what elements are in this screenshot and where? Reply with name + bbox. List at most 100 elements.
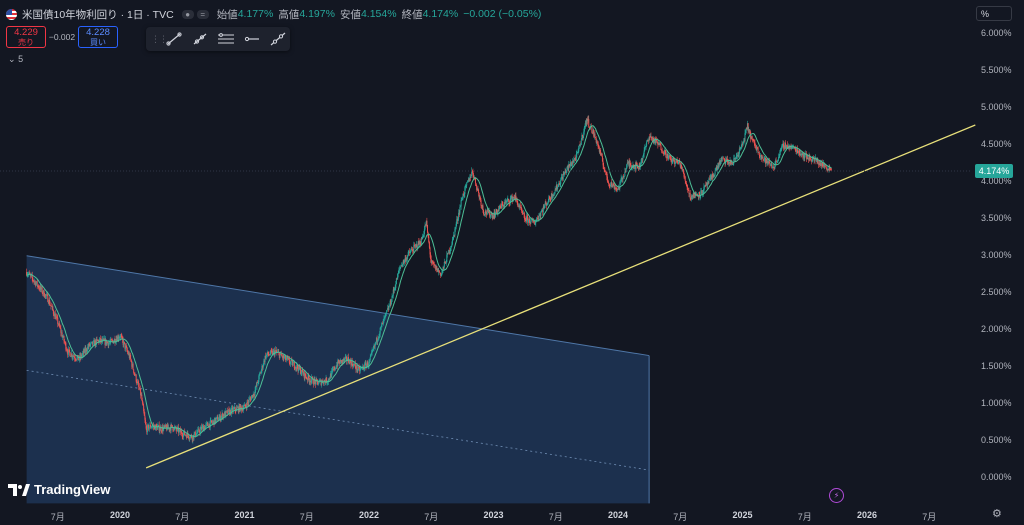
candle-body: [726, 159, 728, 161]
candle-body: [493, 215, 494, 219]
candle-body: [395, 284, 397, 289]
candle-body: [354, 363, 356, 365]
candle-body: [450, 247, 452, 251]
trend-line-icon[interactable]: [163, 29, 185, 49]
candle-body: [686, 186, 688, 188]
candle-body: [342, 358, 344, 362]
candle-body: [422, 236, 424, 240]
candle-body: [555, 189, 557, 191]
candle-body: [117, 336, 119, 342]
candle-body: [563, 172, 565, 175]
candle-body: [521, 210, 523, 212]
axis-mode-menu[interactable]: %: [976, 6, 1012, 21]
buy-button[interactable]: 4.228 買い: [78, 26, 118, 48]
candle-body: [783, 147, 785, 149]
candle-body: [689, 193, 691, 194]
candle-body: [796, 148, 798, 151]
indicators-toggle[interactable]: ⌄ 5: [8, 54, 23, 65]
candle-body: [705, 184, 707, 186]
candle-body: [494, 213, 496, 217]
candle-body: [291, 360, 293, 366]
candle-body: [35, 283, 37, 286]
candle-body: [772, 167, 774, 168]
candle-body: [643, 150, 645, 155]
drag-handle-icon[interactable]: ⋮⋮: [151, 33, 168, 44]
candle-body: [465, 185, 467, 186]
ray-icon[interactable]: [189, 29, 211, 49]
candle-body: [87, 346, 89, 352]
candle-body: [551, 193, 553, 198]
extended-line-icon[interactable]: [267, 29, 289, 49]
candle-body: [541, 209, 543, 211]
candle-body: [409, 252, 411, 254]
lightning-icon[interactable]: ⚡: [829, 488, 844, 503]
candle-body: [234, 406, 236, 409]
gear-icon[interactable]: ⚙: [992, 508, 1002, 520]
candle-body: [181, 434, 183, 437]
candle-body: [601, 154, 603, 157]
candle-body: [137, 381, 139, 384]
candle-body: [37, 285, 39, 287]
candle-body: [544, 202, 546, 206]
candle-body: [670, 158, 672, 160]
candle-body: [446, 253, 448, 255]
candle-body: [458, 212, 460, 214]
candle-body: [547, 201, 549, 203]
tradingview-logo[interactable]: TradingView: [8, 482, 110, 497]
sell-button[interactable]: 4.229 売り: [6, 26, 46, 48]
candle-body: [616, 188, 618, 190]
candle-body: [272, 351, 274, 355]
parallel-channel-icon[interactable]: [215, 29, 237, 49]
symbol-title[interactable]: 米国債10年物利回り · 1日 · TVC: [22, 8, 174, 21]
candle-body: [652, 137, 654, 140]
candle-body: [406, 258, 408, 259]
candle-body: [588, 118, 590, 127]
candle-body: [796, 148, 798, 152]
candle-body: [120, 335, 122, 337]
candle-body: [649, 135, 651, 138]
price-axis-label: 5.000%: [981, 102, 1012, 112]
candle-body: [410, 250, 412, 253]
candle-body: [774, 163, 776, 169]
candle-body: [672, 157, 674, 161]
candle-body: [595, 137, 597, 139]
candle-body: [436, 266, 438, 272]
candle-body: [719, 160, 721, 164]
candle-body: [228, 409, 230, 410]
candle-body: [262, 365, 264, 369]
candle-body: [470, 175, 472, 178]
candle-body: [621, 177, 623, 179]
candle-body: [634, 164, 636, 170]
candle-body: [420, 244, 422, 246]
horizontal-ray-icon[interactable]: [241, 29, 263, 49]
candle-body: [214, 417, 216, 423]
candle-body: [666, 157, 668, 158]
candle-body: [218, 417, 220, 420]
candle-body: [372, 349, 374, 351]
candle-body: [830, 169, 832, 171]
candle-body: [167, 424, 169, 428]
candle-body: [142, 402, 144, 406]
candle-body: [389, 300, 391, 306]
drawing-toolbar[interactable]: ⋮⋮: [146, 27, 290, 51]
candle-body: [304, 373, 306, 379]
candle-body: [489, 215, 491, 217]
candle-body: [117, 336, 119, 340]
candle-body: [667, 156, 669, 160]
candle-body: [140, 388, 142, 396]
candle-body: [529, 218, 531, 223]
candle-body: [416, 244, 418, 249]
candle-body: [791, 147, 793, 150]
candle-body: [578, 144, 580, 146]
symbol-header[interactable]: 米国債10年物利回り · 1日 · TVC ● = 始値 4.177% 高値 4…: [6, 6, 541, 22]
candle-body: [123, 341, 125, 345]
candle-body: [311, 377, 313, 381]
candle-body: [496, 211, 498, 214]
time-axis-label: 7月: [548, 512, 563, 522]
candle-body: [397, 273, 399, 280]
candle-body: [126, 350, 128, 352]
candle-body: [581, 134, 583, 140]
candle-body: [113, 338, 115, 342]
